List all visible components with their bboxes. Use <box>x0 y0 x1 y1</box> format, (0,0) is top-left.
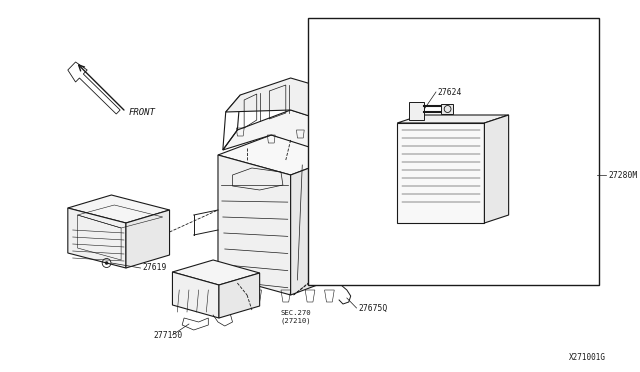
Polygon shape <box>68 195 170 223</box>
Polygon shape <box>172 272 219 318</box>
Polygon shape <box>218 135 344 175</box>
Polygon shape <box>223 110 339 155</box>
Text: 27280M: 27280M <box>609 170 637 180</box>
Polygon shape <box>484 115 509 223</box>
Polygon shape <box>219 273 260 318</box>
Text: 27624: 27624 <box>438 87 462 96</box>
Polygon shape <box>397 115 509 123</box>
Polygon shape <box>409 102 424 120</box>
Polygon shape <box>126 210 170 268</box>
Text: FRONT: FRONT <box>129 108 156 117</box>
Polygon shape <box>441 104 453 114</box>
Circle shape <box>105 262 108 264</box>
Polygon shape <box>291 155 344 295</box>
Bar <box>308 18 599 285</box>
Text: 27619: 27619 <box>143 263 167 273</box>
Polygon shape <box>68 62 120 114</box>
Text: 27675Q: 27675Q <box>358 304 388 312</box>
Polygon shape <box>226 78 349 125</box>
Text: X271001G: X271001G <box>568 353 605 362</box>
Polygon shape <box>218 155 291 295</box>
Text: 277150: 277150 <box>153 330 182 340</box>
Polygon shape <box>172 260 260 285</box>
Text: SEC.270
(27210): SEC.270 (27210) <box>280 310 311 324</box>
Polygon shape <box>68 208 126 268</box>
Polygon shape <box>397 123 484 223</box>
